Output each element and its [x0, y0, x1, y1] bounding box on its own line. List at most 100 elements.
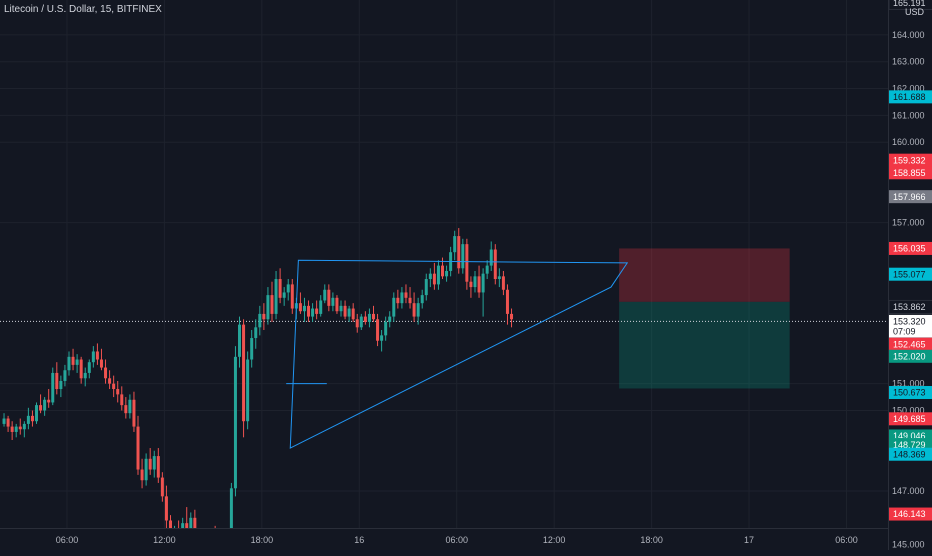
price-label-bg: [889, 190, 932, 204]
candle-body: [39, 405, 43, 411]
candle-body: [416, 303, 420, 317]
candle-body: [128, 399, 132, 414]
candle-body: [367, 313, 371, 322]
candle-body: [461, 244, 465, 269]
candle-body: [485, 265, 489, 274]
candle-body: [43, 399, 47, 411]
candle-body: [311, 308, 315, 317]
candle-body: [75, 359, 79, 365]
candle-body: [124, 405, 128, 414]
candle-body: [363, 316, 367, 322]
time-axis[interactable]: 06:00 12:00 18:00 16 06:00 12:00 18:00 17 06:00: [0, 528, 888, 551]
candle-body: [116, 389, 120, 395]
price-label: 150.673: [893, 388, 926, 398]
candle-body: [412, 303, 416, 317]
candlestick-chart[interactable]: [0, 0, 888, 528]
candle-body: [185, 523, 189, 528]
candle-body: [59, 380, 63, 390]
candle-body: [254, 327, 258, 339]
candle-body: [331, 297, 335, 306]
candle-body: [152, 456, 156, 470]
candle-body: [132, 399, 136, 427]
candle-body: [359, 316, 363, 328]
price-label: 156.035: [893, 244, 926, 254]
price-tick-label: 145.000: [892, 540, 925, 550]
candle-body: [477, 276, 481, 293]
candle-body: [323, 289, 327, 301]
candle-body: [79, 359, 83, 379]
candle-body: [108, 378, 112, 384]
candle-body: [290, 284, 294, 309]
candle-body: [481, 273, 485, 293]
candle-body: [465, 244, 469, 282]
price-tick-label: 164.000: [892, 30, 925, 40]
price-tick-label: 150.000: [892, 405, 925, 415]
candle-body: [14, 426, 18, 432]
candle-body: [168, 520, 172, 528]
price-label-bg: [889, 412, 932, 426]
candle-body: [112, 383, 116, 390]
candle-body: [298, 303, 302, 312]
candle-body: [335, 297, 339, 312]
candle-body: [160, 477, 164, 497]
price-tick-label: 161.000: [892, 110, 925, 120]
candle-body: [327, 289, 331, 306]
candle-body: [22, 423, 26, 430]
time-tick-label: 12:00: [153, 535, 176, 545]
price-label-bg: [889, 153, 932, 167]
price-label: 152.465: [893, 339, 926, 349]
candle-body: [164, 496, 168, 521]
candle-body: [246, 359, 250, 422]
price-label: 148.729: [893, 440, 926, 450]
candle-body: [436, 265, 440, 285]
price-label: 159.332: [893, 155, 926, 165]
triangle-drawing: [289, 259, 629, 449]
price-tick-label: 160.000: [892, 137, 925, 147]
candle-body: [355, 319, 359, 328]
candle-body: [10, 426, 14, 432]
currency-label[interactable]: USD: [905, 7, 925, 17]
candle-body: [339, 305, 343, 312]
candle-body: [380, 335, 384, 341]
price-label: 158.855: [893, 168, 926, 178]
price-label: 152.020: [893, 351, 926, 361]
candle-body: [384, 321, 388, 336]
candle-body: [51, 372, 55, 403]
price-label-bg: [889, 241, 932, 255]
price-label: 146.143: [893, 509, 926, 519]
candle-body: [26, 415, 30, 424]
price-label-bg: [889, 349, 932, 363]
candle-body: [489, 249, 493, 266]
price-label-bg: [889, 507, 932, 521]
candle-body: [441, 265, 445, 277]
price-tick-label: 162.000: [892, 84, 925, 94]
candle-body: [95, 351, 99, 360]
time-tick-label: 06:00: [445, 535, 468, 545]
price-label-bg: [889, 166, 932, 180]
candle-body: [396, 297, 400, 304]
chart-area[interactable]: Litecoin / U.S. Dollar, 15, BITFINEX: [0, 0, 888, 528]
candle-body: [400, 292, 404, 304]
price-label-bg: [889, 324, 932, 338]
candle-body: [233, 356, 237, 489]
candle-body: [510, 313, 514, 320]
candle-body: [47, 399, 51, 403]
candle-body: [148, 458, 152, 470]
candle-body: [302, 305, 306, 312]
candle-body: [2, 418, 6, 424]
time-axis-labels: 06:00 12:00 18:00 16 06:00 12:00 18:00 17 06:00: [56, 535, 858, 545]
candle-body: [18, 426, 22, 430]
price-tick-label: 151.000: [892, 379, 925, 389]
candle-body: [371, 313, 375, 320]
price-axis[interactable]: 164.000 163.000 162.000 161.000 160.000 157.0…: [888, 0, 932, 550]
candle-body: [136, 426, 140, 470]
candle-body: [392, 297, 396, 317]
price-label: 153.320: [893, 317, 926, 327]
candle-body: [181, 523, 185, 528]
candle-body: [144, 458, 148, 481]
candle-body: [262, 313, 266, 320]
time-tick-label: 12:00: [543, 535, 566, 545]
candle-body: [315, 308, 319, 314]
candle-body: [473, 276, 477, 288]
candle-body: [156, 456, 160, 478]
